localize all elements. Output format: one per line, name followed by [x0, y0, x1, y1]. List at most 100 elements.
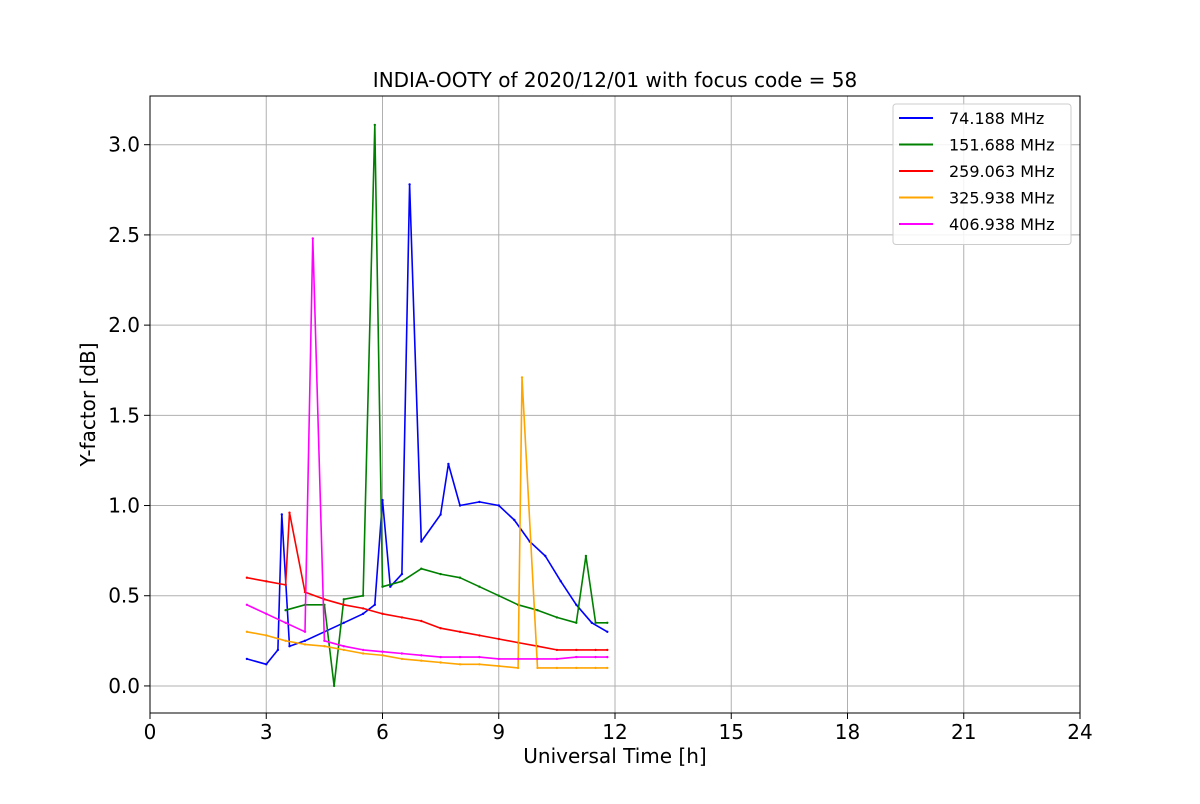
series-0-point — [497, 504, 500, 507]
y-tick-label: 1.5 — [108, 403, 140, 427]
x-tick-label: 3 — [260, 720, 273, 744]
series-1-point — [478, 585, 481, 588]
series-3-point — [606, 666, 609, 670]
x-tick-label: 9 — [492, 720, 505, 744]
series-3-point — [420, 659, 423, 662]
series-4-point — [555, 657, 559, 661]
plot-series — [245, 123, 609, 688]
series-4-point — [361, 648, 365, 652]
series-4-point — [245, 603, 249, 606]
series-2-point — [439, 627, 442, 630]
series-0-point — [559, 580, 562, 583]
series-3-point — [284, 639, 287, 642]
series-3-point — [555, 666, 559, 670]
series-1-point — [584, 554, 588, 558]
series-2-point — [497, 637, 500, 641]
series-1-point — [497, 594, 500, 597]
series-1-point — [400, 580, 404, 583]
series-1-point — [555, 616, 559, 619]
series-2-point — [594, 648, 597, 652]
y-tick-label: 3.0 — [108, 133, 140, 157]
axis-ticks: 0 3 6 9 12 15 18 21 24 0.0 0.5 1.0 1.5 2.0 2.5 3.0 — [108, 133, 1093, 744]
series-0-point — [280, 513, 283, 516]
series-2-point — [478, 634, 481, 637]
series-2-point — [606, 648, 609, 652]
series-4-point — [420, 654, 423, 657]
series-1-point — [284, 609, 287, 612]
series-2-point — [400, 616, 404, 619]
series-4-point — [400, 652, 404, 655]
series-1-point — [373, 123, 376, 127]
series-0-point — [361, 612, 365, 615]
series-0-point — [389, 585, 392, 588]
series-2-point — [245, 576, 249, 579]
series-0-point — [373, 603, 376, 606]
y-tick-label: 1.0 — [108, 494, 140, 518]
x-tick-label: 6 — [376, 720, 389, 744]
y-tick-label: 2.5 — [108, 223, 140, 247]
series-1-point — [439, 572, 442, 576]
series-0-point — [408, 183, 411, 186]
series-3-point — [265, 634, 268, 637]
series-4-point — [594, 655, 597, 659]
series-4-point — [381, 650, 384, 653]
series-4-point — [342, 645, 345, 648]
series-2-point — [361, 607, 365, 610]
x-tick-label: 21 — [951, 720, 976, 744]
series-1-point — [420, 567, 423, 570]
series-3-point — [497, 664, 500, 668]
y-tick-label: 2.0 — [108, 313, 140, 337]
series-0-point — [400, 572, 404, 576]
series-3-point — [520, 376, 524, 379]
series-4-point — [323, 639, 326, 642]
series-0-point — [276, 648, 280, 652]
series-0-point — [265, 663, 268, 666]
series-3-point — [303, 643, 307, 646]
series-2-point — [342, 603, 345, 606]
series-4-point — [284, 621, 287, 624]
legend-label: 151.688 MHz — [949, 136, 1054, 155]
x-tick-label: 18 — [835, 720, 860, 744]
series-0-point — [606, 630, 609, 633]
series-3-point — [342, 648, 345, 652]
series-0-point — [447, 462, 450, 466]
series-2-point — [458, 630, 462, 633]
series-0-point — [590, 621, 593, 624]
series-0-point — [420, 540, 423, 543]
x-tick-label: 12 — [602, 720, 627, 744]
series-2-point — [575, 648, 578, 652]
series-2-point — [381, 612, 384, 615]
series-0-point — [544, 554, 547, 558]
series-4-point — [439, 655, 442, 659]
legend: 74.188 MHz 151.688 MHz 259.063 MHz 325.938 … — [892, 103, 1072, 245]
x-tick-label: 0 — [144, 720, 157, 744]
x-axis-label: Universal Time [h] — [523, 744, 706, 768]
series-1-point — [606, 621, 609, 624]
series-4-point — [311, 237, 314, 240]
series-1-point — [361, 594, 365, 597]
series-3-point — [516, 666, 520, 670]
series-3-point — [381, 654, 384, 657]
series-0-point — [513, 518, 516, 522]
series-1-point — [342, 598, 345, 601]
series-0-point — [458, 504, 462, 507]
series-2-point — [284, 583, 287, 587]
series-4-point — [536, 657, 539, 661]
series-0-point — [478, 500, 481, 504]
series-0-point — [381, 498, 384, 502]
legend-label: 259.063 MHz — [949, 162, 1054, 181]
series-3-point — [536, 666, 539, 670]
series-4-point — [265, 612, 268, 615]
y-tick-label: 0.0 — [108, 674, 140, 698]
series-3-point — [594, 666, 597, 670]
series-0-point — [245, 657, 249, 661]
series-3-point — [439, 661, 442, 664]
x-tick-label: 24 — [1067, 720, 1092, 744]
series-1-point — [381, 585, 384, 588]
series-0-point — [303, 639, 307, 642]
legend-box — [892, 103, 1072, 245]
series-0-point — [575, 603, 578, 606]
series-4-point — [516, 657, 520, 661]
series-3-point — [323, 645, 326, 648]
